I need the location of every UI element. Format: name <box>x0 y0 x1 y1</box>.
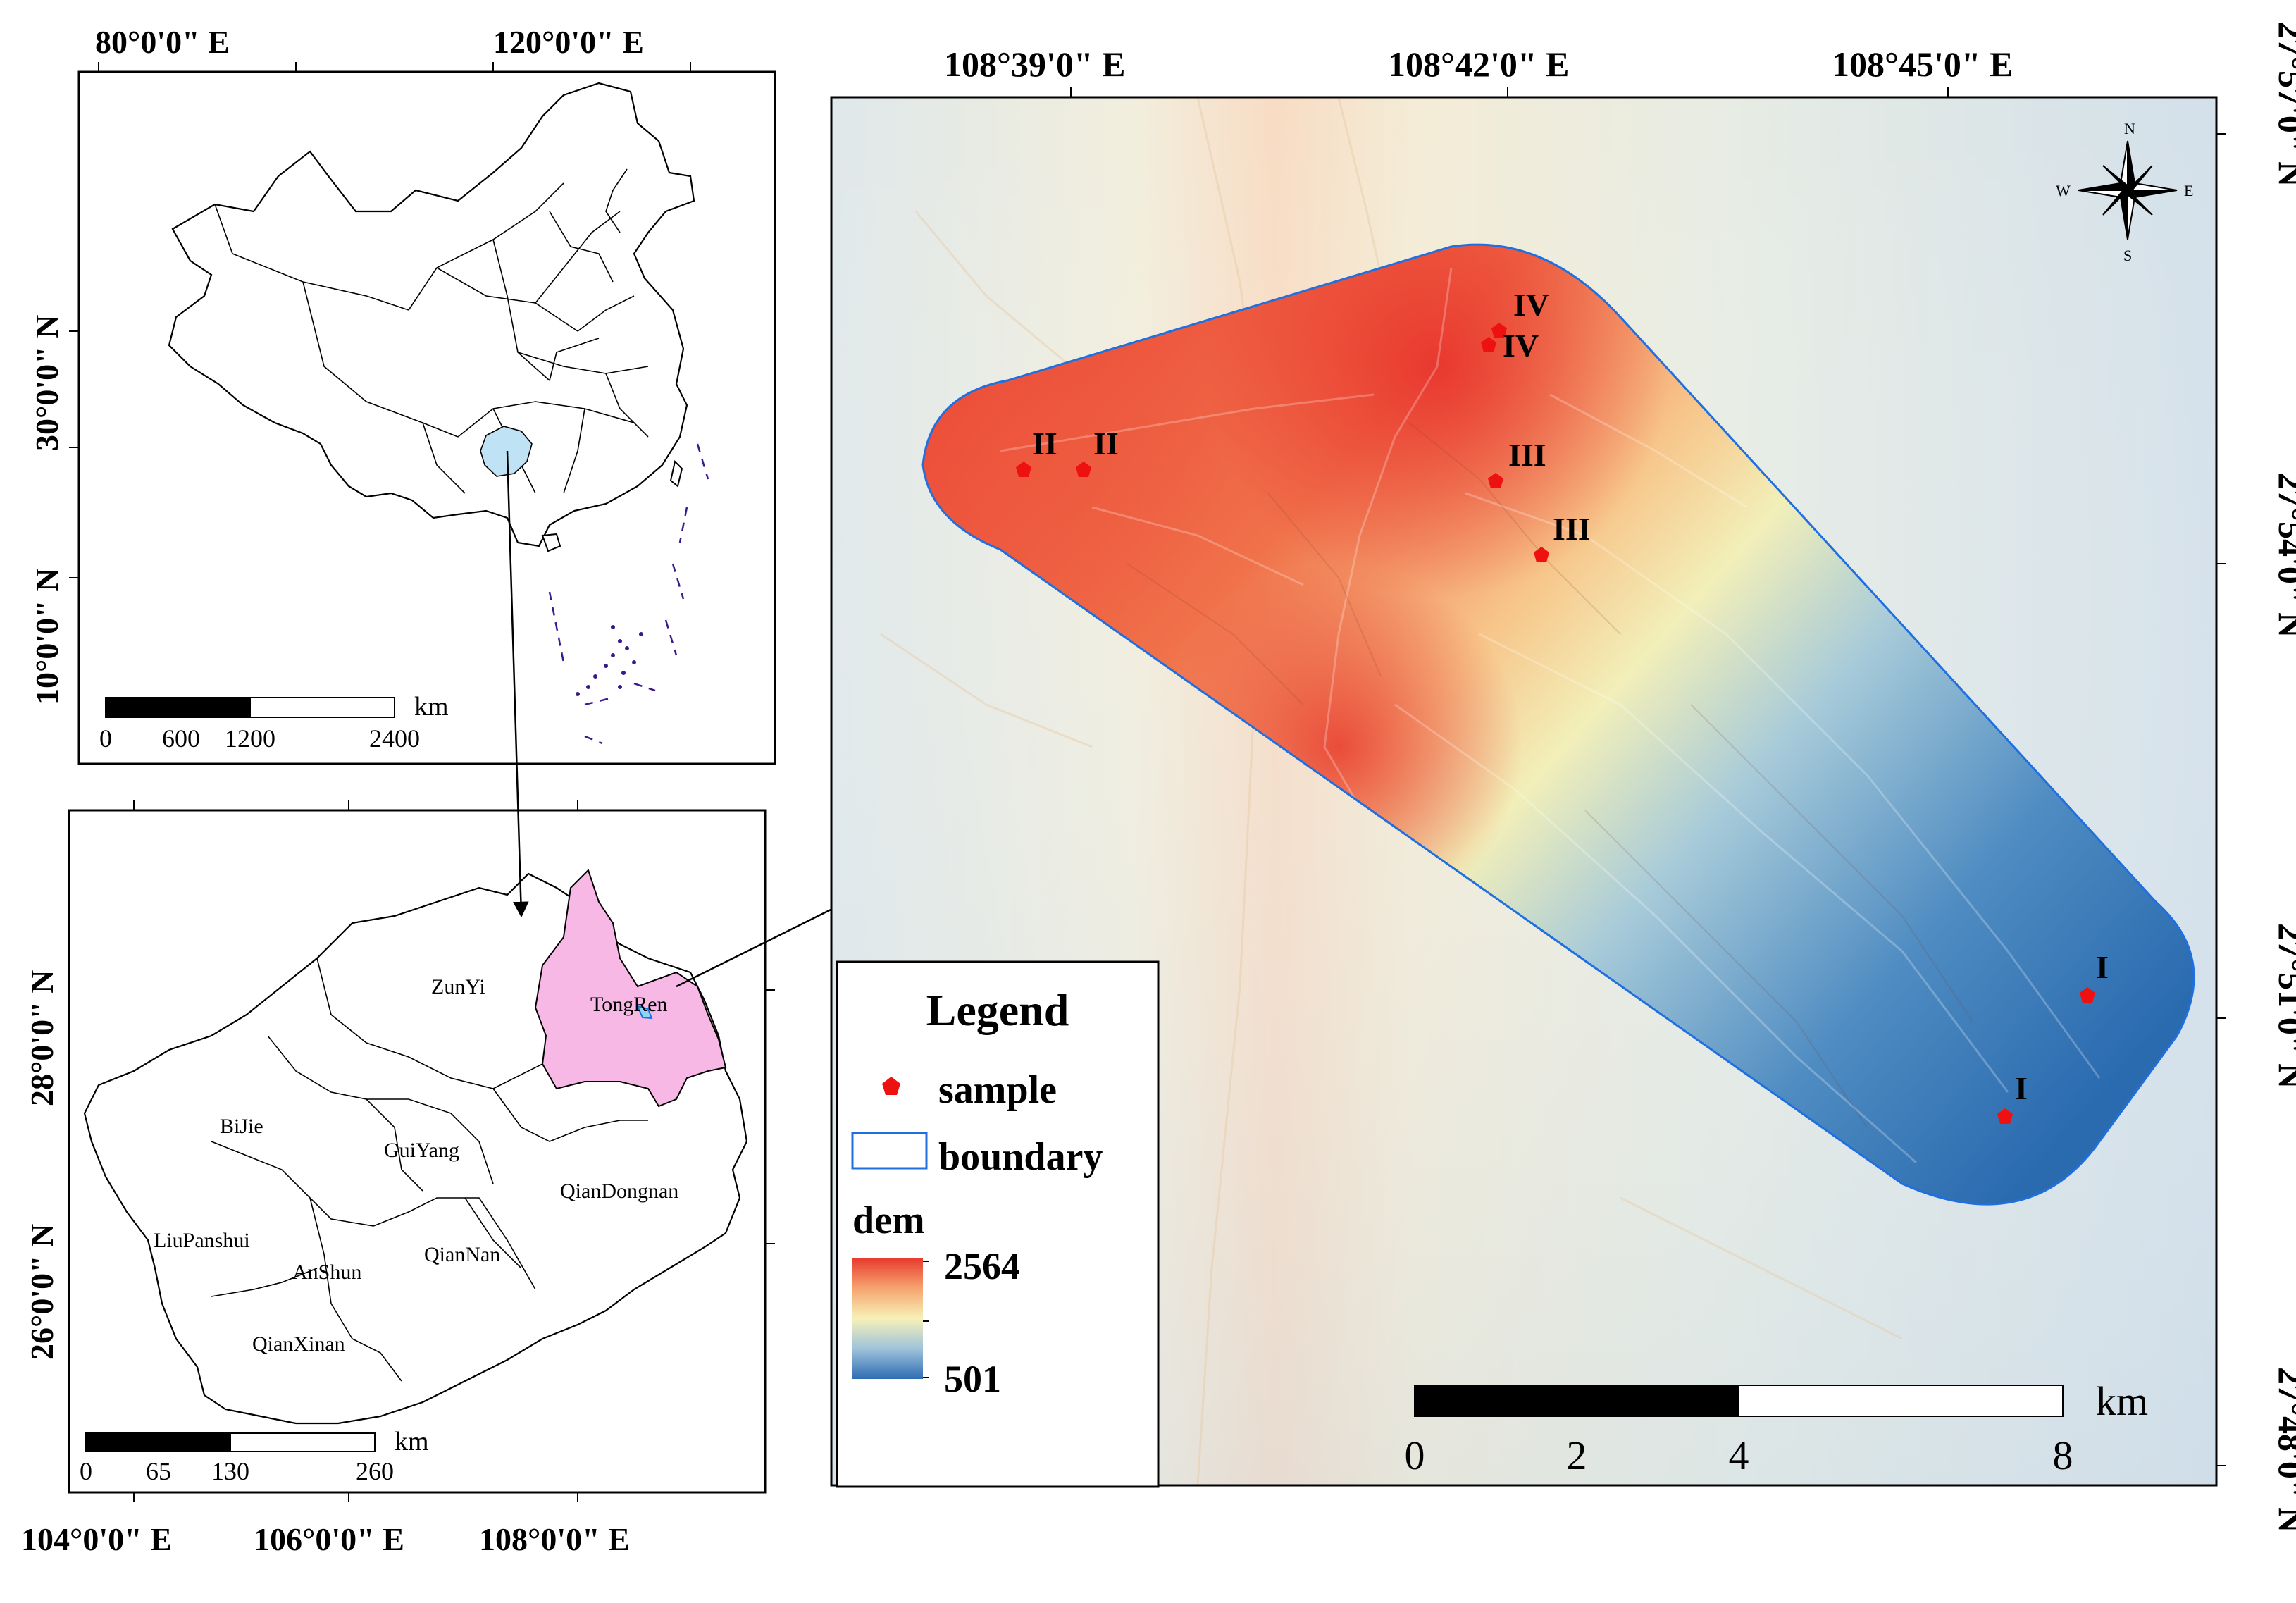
taiwan-shape <box>669 460 683 488</box>
study-area-boundary <box>921 243 2195 1206</box>
china-inset: 0 600 1200 2400 km 80°0'0" E 120°0'0" E … <box>29 24 776 765</box>
guizhou-lon-label-2: 108°0'0" E <box>479 1521 630 1557</box>
sample-label: III <box>1553 511 1591 547</box>
sample-label: II <box>1032 426 1057 462</box>
main-scale-unit: km <box>2096 1378 2148 1424</box>
prefecture-label-bijie: BiJie <box>220 1115 263 1138</box>
china-lat-label-1: 10°0'0" N <box>29 569 65 705</box>
sample-label: I <box>2015 1070 2028 1106</box>
main-scale-tick-0: 0 <box>1405 1432 1425 1478</box>
study-area-tiny <box>636 1005 653 1020</box>
main-lat-label-2: 27°51'0" N <box>2271 923 2296 1089</box>
legend: Legend sample boundary dem 2564 501 <box>836 960 1160 1488</box>
terrain-valley-lines <box>1127 422 1973 1128</box>
legend-boundary-entry: boundary <box>851 1132 1103 1179</box>
guizhou-lat-label-0: 28°0'0" N <box>24 970 60 1106</box>
legend-boundary-label: boundary <box>938 1135 1103 1179</box>
north-label: N <box>2124 120 2135 137</box>
guizhou-inset-ticks <box>133 800 775 1502</box>
legend-sample-label: sample <box>938 1068 1057 1112</box>
china-lat-label-0: 30°0'0" N <box>29 315 65 451</box>
main-lon-label-1: 108°42'0" E <box>1388 44 1570 84</box>
sample-marker: III <box>1488 437 1546 488</box>
sample-label: IV <box>1503 328 1539 364</box>
north-arrow: N S E W <box>2056 120 2193 264</box>
main-map: 108°39'0" E 108°42'0" E 108°45'0" E 27°5… <box>830 21 2296 1533</box>
sample-marker: I <box>1997 1070 2028 1124</box>
sample-marker: IV <box>1481 328 1539 364</box>
guizhou-prefecture-lines <box>211 958 648 1382</box>
china-scale-tick-2: 1200 <box>225 724 275 753</box>
prefecture-label-tongren: TongRen <box>590 993 668 1016</box>
sample-label: IV <box>1513 287 1549 323</box>
guizhou-scale-unit: km <box>395 1427 429 1456</box>
guizhou-highlight-china <box>480 426 533 477</box>
main-lat-label-0: 27°57'0" N <box>2271 21 2296 187</box>
legend-dem-max: 2564 <box>944 1245 1020 1287</box>
prefecture-label-qiannan: QianNan <box>424 1243 500 1266</box>
china-top-lon-label-1: 120°0'0" E <box>493 24 644 60</box>
main-lat-label-1: 27°54'0" N <box>2271 472 2296 638</box>
china-inset-ticks <box>69 62 691 578</box>
guizhou-scale-tick-1: 65 <box>146 1457 171 1485</box>
china-scale-tick-0: 0 <box>99 724 112 753</box>
sample-marker: I <box>2080 949 2109 1003</box>
main-scale-tick-3: 8 <box>2053 1432 2073 1478</box>
hainan-shape <box>541 533 561 552</box>
legend-dem-min: 501 <box>944 1358 1001 1400</box>
sample-markers: IV IV II II III III <box>1016 287 2109 1124</box>
main-scale-bar: 0 2 4 8 km <box>1405 1378 2149 1478</box>
south-china-sea-dashes <box>548 443 709 745</box>
main-lon-label-0: 108°39'0" E <box>944 44 1126 84</box>
prefecture-label-anshun: AnShun <box>292 1261 361 1284</box>
main-lon-label-2: 108°45'0" E <box>1832 44 2013 84</box>
main-scale-tick-1: 2 <box>1567 1432 1587 1478</box>
sample-marker: II <box>1016 426 1057 477</box>
sample-label: II <box>1093 426 1119 462</box>
guizhou-scale-bar: 0 65 130 260 km <box>80 1427 429 1485</box>
east-label: E <box>2184 182 2193 199</box>
sample-marker: IV <box>1491 287 1549 338</box>
prefecture-label-guiyang: GuiYang <box>384 1139 459 1162</box>
china-to-guizhou-arrow <box>506 450 529 918</box>
legend-title: Legend <box>926 985 1069 1035</box>
china-top-lon-label-0: 80°0'0" E <box>95 24 230 60</box>
guizhou-scale-tick-0: 0 <box>80 1457 92 1485</box>
china-scale-tick-3: 2400 <box>369 724 420 753</box>
prefecture-labels: ZunYi TongRen BiJie GuiYang QianDongnan … <box>154 975 678 1356</box>
tongren-highlight <box>534 869 727 1108</box>
guizhou-lon-label-0: 104°0'0" E <box>21 1521 172 1557</box>
legend-sample-symbol <box>882 1077 900 1095</box>
sample-marker: II <box>1076 426 1119 477</box>
china-scale-tick-1: 600 <box>162 724 200 753</box>
guizhou-inset: ZunYi TongRen BiJie GuiYang QianDongnan … <box>21 800 775 1557</box>
prefecture-label-qiandongnan: QianDongnan <box>560 1180 678 1203</box>
legend-dem-ramp <box>852 1258 923 1379</box>
china-scale-bar: 0 600 1200 2400 km <box>99 692 449 753</box>
prefecture-label-liupanshui: LiuPanshui <box>154 1229 250 1252</box>
china-scale-unit: km <box>414 692 449 722</box>
west-label: W <box>2056 182 2071 199</box>
sample-label: I <box>2096 949 2109 985</box>
legend-dem-label: dem <box>852 1199 925 1242</box>
prefecture-label-zunyi: ZunYi <box>431 975 485 998</box>
main-scale-tick-2: 4 <box>1729 1432 1749 1478</box>
prefecture-label-qianxinan: QianXinan <box>252 1332 345 1356</box>
main-map-ticks <box>1070 87 2226 1466</box>
sample-marker: III <box>1534 511 1591 562</box>
china-outline <box>168 82 695 547</box>
sample-label: III <box>1508 437 1546 473</box>
legend-box <box>836 960 1160 1488</box>
guizhou-lon-label-1: 106°0'0" E <box>254 1521 404 1557</box>
island-dots <box>576 625 643 696</box>
legend-boundary-symbol <box>851 1132 928 1170</box>
main-lat-label-3: 27°48'0" N <box>2271 1367 2296 1533</box>
legend-sample-entry: sample <box>882 1068 1057 1112</box>
main-map-frame <box>830 96 2218 1487</box>
guizhou-lat-label-1: 26°0'0" N <box>24 1224 60 1360</box>
guizhou-scale-tick-3: 260 <box>356 1457 394 1485</box>
south-label: S <box>2123 247 2132 264</box>
guizhou-scale-tick-2: 130 <box>211 1457 249 1485</box>
